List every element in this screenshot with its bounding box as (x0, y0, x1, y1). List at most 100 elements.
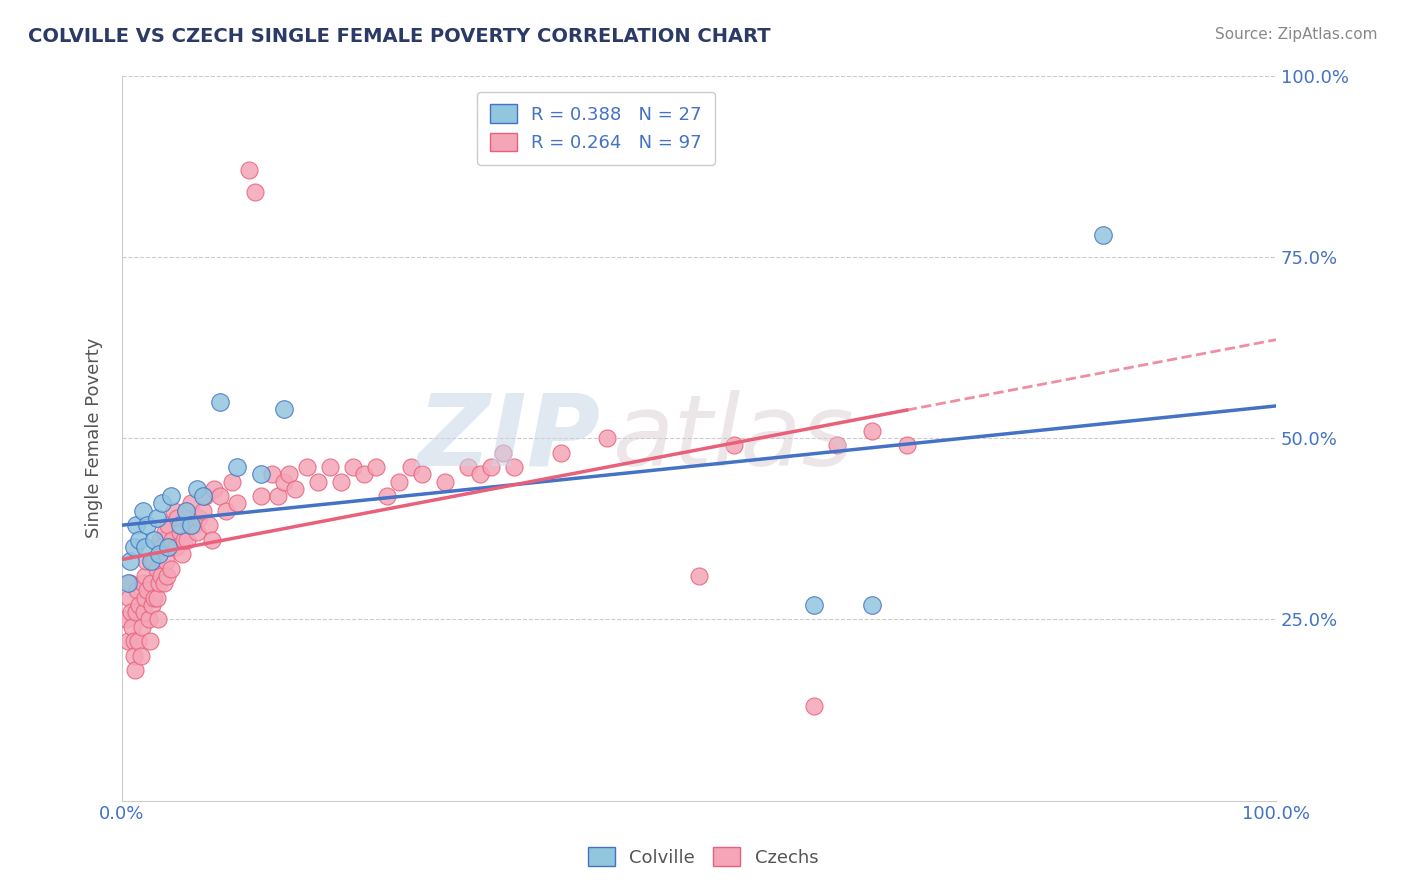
Point (173, 533, 195, 547)
Point (120, 554, 142, 568)
Point (860, 598, 883, 612)
Point (138, 612, 160, 626)
Point (177, 518, 200, 533)
Point (803, 699, 825, 714)
Point (170, 547, 193, 561)
Point (155, 554, 177, 568)
Point (209, 394, 232, 409)
Point (166, 511, 188, 525)
Point (117, 576, 139, 591)
Point (202, 482, 225, 496)
Point (152, 496, 174, 510)
Point (169, 518, 191, 533)
Point (117, 634, 139, 648)
Legend: Colville, Czechs: Colville, Czechs (581, 840, 825, 874)
Point (399, 460, 422, 475)
Point (238, 162, 260, 177)
Point (180, 496, 202, 510)
Point (120, 576, 142, 591)
Point (134, 569, 156, 583)
Point (136, 518, 159, 533)
Point (132, 576, 155, 591)
Point (377, 489, 399, 503)
Point (215, 503, 238, 517)
Point (145, 591, 167, 605)
Point (125, 518, 148, 533)
Y-axis label: Single Female Poverty: Single Female Poverty (86, 338, 103, 538)
Point (827, 438, 849, 452)
Point (132, 503, 155, 517)
Point (803, 598, 825, 612)
Point (127, 634, 149, 648)
Point (145, 511, 167, 525)
Point (125, 583, 148, 598)
Point (128, 598, 150, 612)
Point (249, 467, 271, 482)
Point (596, 431, 619, 445)
Point (411, 467, 433, 482)
Point (152, 576, 174, 591)
Point (896, 438, 918, 452)
Point (201, 533, 224, 547)
Point (142, 554, 165, 568)
Point (174, 503, 197, 517)
Legend: R = 0.388   N = 27, R = 0.264   N = 97: R = 0.388 N = 27, R = 0.264 N = 97 (477, 92, 714, 165)
Point (176, 533, 198, 547)
Point (122, 648, 145, 663)
Point (146, 612, 169, 626)
Point (120, 605, 142, 619)
Point (723, 438, 745, 452)
Point (157, 518, 180, 533)
Point (273, 475, 295, 489)
Point (364, 460, 387, 475)
Point (122, 540, 145, 554)
Text: ZIP: ZIP (418, 390, 600, 486)
Point (169, 525, 191, 540)
Point (273, 402, 295, 417)
Point (180, 518, 202, 533)
Point (124, 663, 146, 677)
Point (114, 612, 136, 626)
Text: Source: ZipAtlas.com: Source: ZipAtlas.com (1215, 27, 1378, 42)
Point (159, 561, 181, 575)
Text: atlas: atlas (613, 390, 853, 486)
Point (132, 605, 155, 619)
Point (145, 561, 167, 575)
Point (183, 518, 205, 533)
Point (221, 475, 243, 489)
Point (139, 554, 162, 568)
Point (149, 533, 172, 547)
Point (163, 503, 186, 517)
Point (194, 489, 217, 503)
Point (122, 634, 145, 648)
Point (135, 554, 157, 568)
Point (191, 489, 214, 503)
Point (307, 475, 329, 489)
Point (295, 460, 318, 475)
Point (157, 540, 180, 554)
Point (118, 591, 141, 605)
Point (278, 467, 301, 482)
Point (160, 533, 183, 547)
Point (139, 576, 162, 591)
Point (243, 185, 266, 199)
Text: COLVILLE VS CZECH SINGLE FEMALE POVERTY CORRELATION CHART: COLVILLE VS CZECH SINGLE FEMALE POVERTY … (28, 27, 770, 45)
Point (197, 518, 219, 533)
Point (148, 576, 170, 591)
Point (136, 583, 159, 598)
Point (434, 475, 457, 489)
Point (143, 533, 166, 547)
Point (479, 460, 502, 475)
Point (186, 482, 208, 496)
Point (153, 525, 176, 540)
Point (165, 540, 187, 554)
Point (319, 460, 342, 475)
Point (284, 482, 307, 496)
Point (143, 591, 166, 605)
Point (353, 467, 375, 482)
Point (550, 445, 572, 459)
Point (342, 460, 364, 475)
Point (249, 489, 271, 503)
Point (226, 496, 249, 510)
Point (330, 475, 353, 489)
